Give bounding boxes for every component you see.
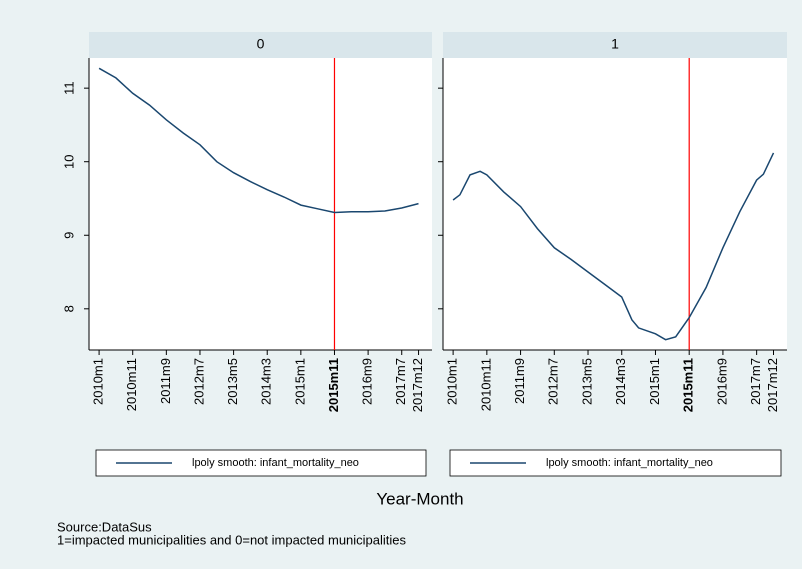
y-tick-label: 10: [61, 154, 76, 168]
x-tick-label: 2016m9: [714, 358, 729, 405]
plot-area: [89, 58, 432, 350]
x-tick-label: 2010m11: [124, 358, 139, 411]
x-tick-label: 2016m9: [360, 358, 375, 405]
plot-area: [443, 58, 787, 350]
x-tick-label: 2013m5: [225, 358, 240, 405]
line: [452, 152, 775, 341]
line: [98, 67, 419, 214]
x-axis-title: Year-Month: [376, 489, 463, 508]
x-tick-label: 2015m1: [647, 358, 662, 405]
legend-label: lpoly smooth: infant_mortality_neo: [546, 457, 713, 469]
strip: [89, 32, 432, 58]
x-tick-label: 2017m12: [410, 358, 425, 412]
x-tick-label: 2014m3: [613, 358, 628, 405]
x-tick-label: 2017m7: [748, 358, 763, 405]
strip: [443, 32, 787, 58]
x-tick-label: 2012m7: [191, 358, 206, 405]
x-tick-label: 2010m1: [445, 358, 460, 405]
note: 1=impacted municipalities and 0=not impa…: [57, 532, 407, 547]
legend-label: lpoly smooth: infant_mortality_neo: [192, 457, 359, 469]
x-tick-label: 2015m11: [681, 358, 696, 412]
x-tick-label: 2011m9: [158, 358, 173, 404]
x-tick-label: 2017m12: [765, 358, 780, 412]
x-tick-label: 2010m1: [91, 358, 106, 405]
x-tick-label: 2014m3: [259, 358, 274, 405]
y-tick-label: 9: [61, 232, 76, 239]
x-tick-label: 2012m7: [546, 358, 561, 405]
panel-title: 0: [257, 36, 265, 52]
x-tick-label: 2011m9: [512, 358, 527, 404]
x-tick-label: 2013m5: [579, 358, 594, 405]
panel-title: 1: [611, 36, 619, 52]
x-tick-label: 2015m11: [326, 358, 341, 412]
x-tick-label: 2010m11: [478, 358, 493, 411]
y-tick-label: 11: [61, 81, 76, 95]
x-tick-label: 2015m1: [292, 358, 307, 405]
note: Source:DataSus: [57, 519, 152, 534]
y-tick-label: 8: [61, 305, 76, 312]
x-tick-label: 2017m7: [393, 358, 408, 405]
